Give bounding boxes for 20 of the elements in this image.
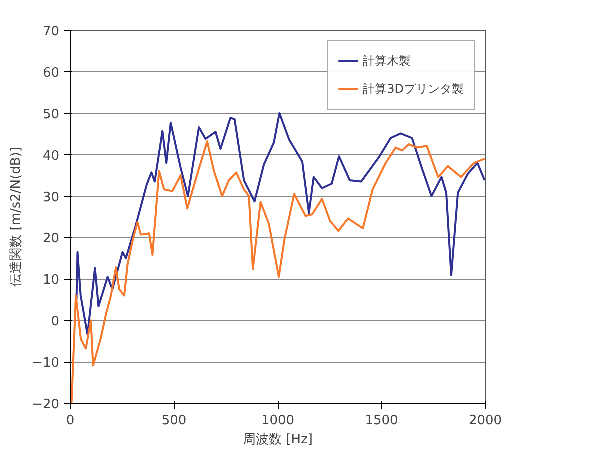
y-tick-label: −10 <box>32 356 60 372</box>
x-axis-title: 周波数 [Hz] <box>243 432 313 448</box>
x-tick-label: 1000 <box>261 414 295 428</box>
y-axis-title: 伝達関数 [m/s2/N(dB)] <box>9 147 24 287</box>
x-tick-label: 500 <box>162 414 187 428</box>
y-tick-label: 60 <box>42 66 60 81</box>
y-tick-label: 20 <box>42 232 60 247</box>
y-tick-label: −20 <box>32 398 60 412</box>
y-tick-label: 10 <box>42 273 60 288</box>
x-tick-label: 2000 <box>468 414 502 428</box>
y-tick-label: 40 <box>42 148 60 164</box>
legend-label: 計算木製 <box>363 52 412 70</box>
legend-label: 計算3Dプリンタ製 <box>363 80 464 98</box>
y-tick-label: 50 <box>42 107 60 122</box>
y-tick-label: 70 <box>42 24 60 40</box>
line-series <box>76 112 486 336</box>
y-tick-label: 0 <box>51 314 60 330</box>
x-tick-label: 0 <box>66 414 75 428</box>
y-tick-label: 30 <box>42 190 60 206</box>
x-tick-label: 1500 <box>365 414 398 428</box>
